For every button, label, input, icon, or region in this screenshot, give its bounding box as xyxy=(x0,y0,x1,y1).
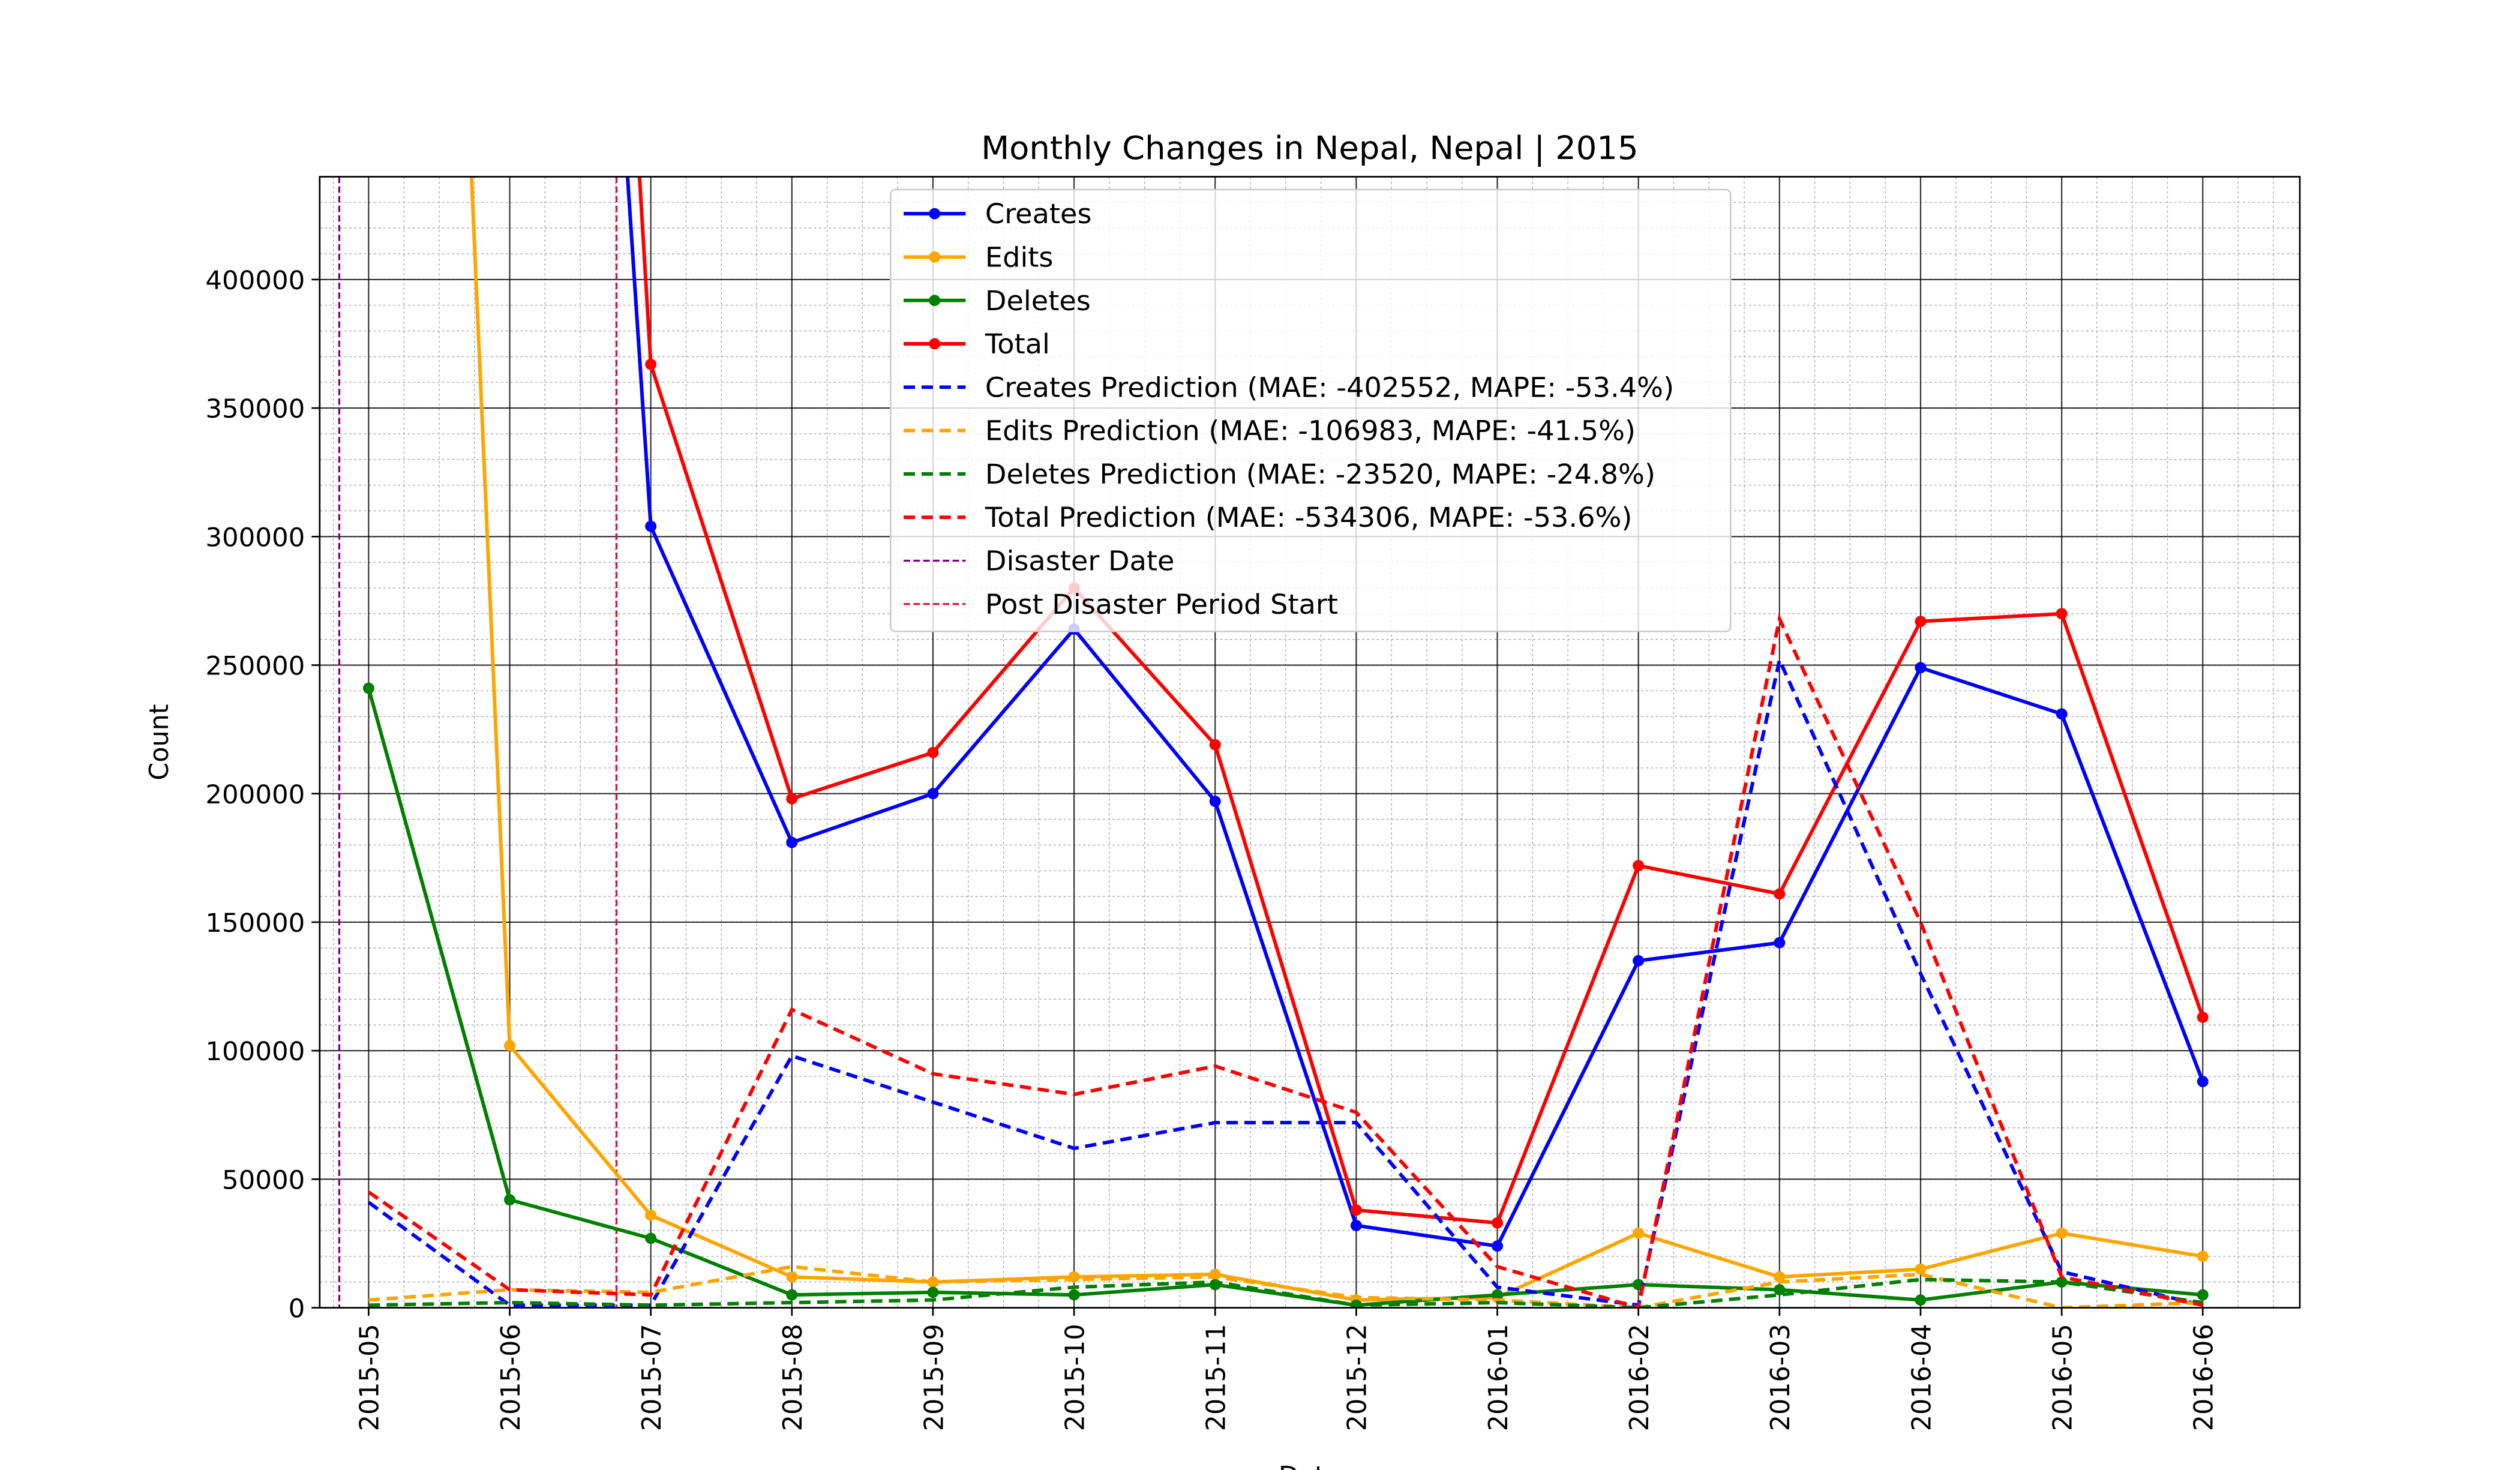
plot-area xyxy=(338,176,2209,1308)
data-point xyxy=(504,1040,516,1051)
y-tick-label: 300000 xyxy=(205,523,305,553)
data-point xyxy=(1915,1294,1927,1306)
data-point xyxy=(1068,1289,1080,1301)
data-point xyxy=(1492,1217,1504,1229)
legend-label: Edits Prediction (MAE: -106983, MAPE: -4… xyxy=(985,415,1636,447)
legend-label: Total xyxy=(985,328,1050,360)
legend-label: Creates Prediction (MAE: -402552, MAPE: … xyxy=(985,371,1674,404)
legend-label: Deletes xyxy=(985,284,1091,317)
data-point xyxy=(2197,1012,2209,1023)
legend-label: Total Prediction (MAE: -534306, MAPE: -5… xyxy=(985,502,1632,534)
data-point xyxy=(2197,1076,2209,1087)
data-point xyxy=(645,1232,657,1244)
data-point xyxy=(786,793,798,805)
legend-label: Creates xyxy=(985,198,1092,230)
data-point xyxy=(1774,1271,1786,1283)
x-tick-label: 2016-01 xyxy=(1484,1324,1514,1431)
data-point xyxy=(1774,937,1786,949)
data-point xyxy=(645,520,657,532)
data-point xyxy=(1209,796,1221,807)
data-point xyxy=(927,1286,939,1298)
legend-marker xyxy=(929,251,941,263)
x-tick-label: 2015-06 xyxy=(496,1324,526,1431)
data-point xyxy=(645,358,657,370)
y-tick-label: 400000 xyxy=(205,266,305,296)
series-line xyxy=(367,613,2203,1308)
data-point xyxy=(1774,1284,1786,1295)
data-point xyxy=(2197,1250,2209,1262)
data-point xyxy=(786,1271,798,1283)
y-tick-label: 100000 xyxy=(205,1037,305,1067)
legend-marker xyxy=(929,338,941,350)
data-point xyxy=(786,836,798,848)
series-line xyxy=(368,1277,2203,1308)
x-tick-label: 2016-06 xyxy=(2189,1324,2219,1431)
y-tick-label: 0 xyxy=(289,1294,305,1324)
series-line xyxy=(637,176,2205,1225)
chart-title: Monthly Changes in Nepal, Nepal | 2015 xyxy=(981,129,1638,167)
data-point xyxy=(1633,860,1645,872)
x-axis-label: Date xyxy=(1279,1461,1341,1470)
data-point xyxy=(1492,1240,1504,1252)
data-point xyxy=(927,1276,939,1288)
data-point xyxy=(1209,739,1221,751)
legend-label: Disaster Date xyxy=(985,545,1175,577)
series-line xyxy=(367,654,2203,1307)
axes: 0 50000 100000 150000 200000 250000 300000 3500… xyxy=(205,266,2219,1431)
x-tick-label: 2016-05 xyxy=(2048,1324,2078,1431)
x-tick-label: 2016-03 xyxy=(1766,1324,1796,1431)
legend-label: Post Disaster Period Start xyxy=(985,588,1338,620)
y-tick-label: 50000 xyxy=(222,1166,305,1196)
x-tick-label: 2015-09 xyxy=(919,1324,949,1431)
data-point xyxy=(1633,955,1645,967)
series-line xyxy=(368,1265,2203,1308)
data-point xyxy=(1774,888,1786,900)
data-point xyxy=(362,682,374,694)
y-axis-label: Count xyxy=(145,704,175,780)
legend-marker xyxy=(929,295,941,307)
x-tick-label: 2015-05 xyxy=(355,1324,385,1431)
plot-frame xyxy=(319,176,2301,1309)
legend-label: Edits xyxy=(985,241,1054,274)
x-tick-label: 2015-08 xyxy=(778,1324,808,1431)
data-point xyxy=(2197,1289,2209,1301)
data-point xyxy=(1350,1204,1362,1216)
data-point xyxy=(1633,1227,1645,1239)
x-tick-label: 2016-04 xyxy=(1907,1324,1937,1431)
x-tick-label: 2015-07 xyxy=(637,1324,667,1431)
x-tick-label: 2016-02 xyxy=(1625,1324,1655,1431)
data-point xyxy=(1915,1263,1927,1275)
data-point xyxy=(1350,1220,1362,1231)
data-point xyxy=(1915,616,1927,628)
series-line xyxy=(625,176,2205,1248)
y-tick-label: 250000 xyxy=(205,652,305,682)
x-tick-label: 2015-12 xyxy=(1342,1324,1372,1431)
data-point xyxy=(645,1209,657,1221)
x-tick-label: 2015-11 xyxy=(1201,1324,1231,1431)
data-point xyxy=(2056,708,2068,720)
data-point xyxy=(927,746,939,758)
data-point xyxy=(2056,608,2068,620)
data-point xyxy=(1492,1289,1504,1301)
data-point xyxy=(504,1194,516,1205)
data-point xyxy=(2056,1227,2068,1239)
legend-label: Deletes Prediction (MAE: -23520, MAPE: -… xyxy=(985,458,1655,490)
y-tick-label: 150000 xyxy=(205,908,305,938)
legend-marker xyxy=(929,208,941,220)
legend: Creates Edits Deletes Total Creates Predicti… xyxy=(889,188,1732,632)
data-point xyxy=(1915,662,1927,674)
data-point xyxy=(786,1289,798,1301)
y-tick-label: 200000 xyxy=(205,780,305,810)
x-tick-label: 2015-10 xyxy=(1060,1324,1090,1431)
legend-box xyxy=(889,188,1732,632)
data-point xyxy=(927,788,939,800)
y-tick-label: 350000 xyxy=(205,394,305,424)
